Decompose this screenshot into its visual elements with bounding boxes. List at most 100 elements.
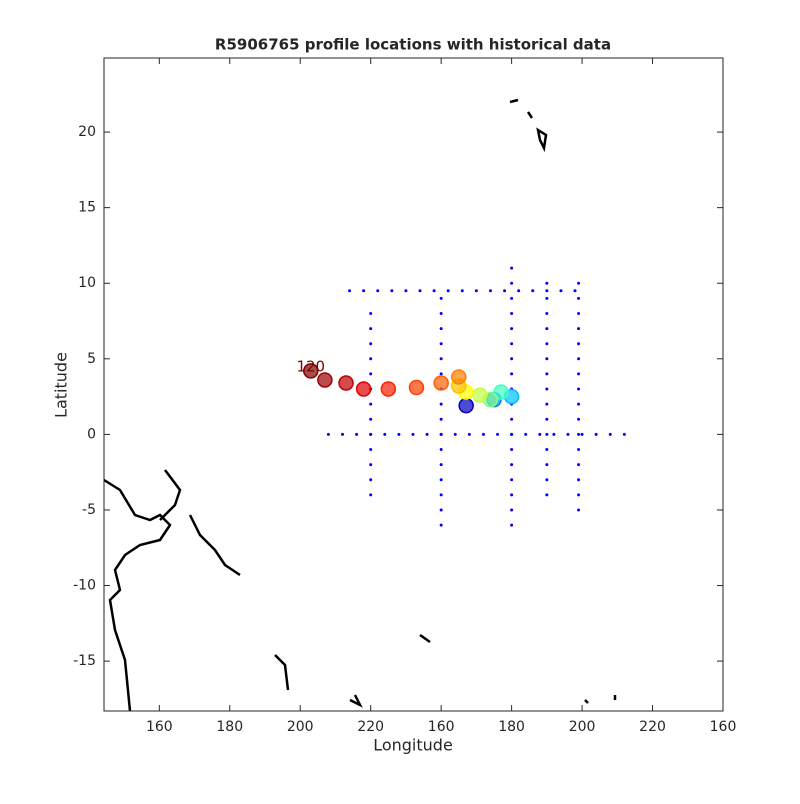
historical-point (577, 432, 581, 436)
historical-point (510, 311, 514, 315)
historical-point (510, 463, 514, 467)
historical-point (425, 432, 429, 436)
historical-point (608, 432, 612, 436)
historical-point (369, 447, 373, 451)
historical-point (510, 432, 514, 436)
y-tick-label: -15 (73, 653, 96, 669)
historical-point (510, 417, 514, 421)
historical-point (439, 463, 443, 467)
historical-point (545, 372, 549, 376)
profile-point (458, 397, 474, 414)
historical-point (510, 342, 514, 346)
historical-point (510, 296, 514, 300)
historical-point (517, 289, 521, 293)
historical-point (559, 289, 563, 293)
historical-point (411, 432, 415, 436)
historical-point (577, 342, 581, 346)
historical-point (577, 447, 581, 451)
historical-point (577, 402, 581, 406)
coastline (509, 98, 548, 153)
historical-point (524, 432, 528, 436)
historical-point (545, 281, 549, 285)
historical-point (355, 432, 359, 436)
historical-point (369, 478, 373, 482)
historical-point (580, 432, 584, 436)
x-tick-label: 160 (146, 719, 173, 735)
x-tick-label: 220 (357, 719, 384, 735)
historical-point (439, 508, 443, 512)
coastline (159, 469, 182, 521)
historical-point (348, 289, 352, 293)
historical-point (397, 432, 401, 436)
historical-point (545, 311, 549, 315)
historical-point (510, 372, 514, 376)
historical-point (577, 311, 581, 315)
coastlines (103, 98, 617, 712)
historical-point (577, 508, 581, 512)
y-tick-label: 10 (78, 275, 96, 291)
profile-point (408, 379, 425, 396)
historical-point (439, 447, 443, 451)
historical-point (432, 289, 436, 293)
historical-point (326, 432, 330, 436)
profile-point (380, 381, 397, 397)
profile-point (493, 384, 509, 400)
historical-point (577, 463, 581, 467)
historical-point (496, 432, 500, 436)
historical-point (545, 357, 549, 361)
historical-point (577, 327, 581, 331)
historical-point (439, 523, 443, 527)
historical-point (376, 289, 380, 293)
coastline (103, 478, 172, 712)
historical-point (369, 342, 373, 346)
x-axis-label: Longitude (373, 736, 453, 755)
historical-point (577, 387, 581, 391)
y-tick-label: 5 (87, 351, 96, 367)
historical-point (538, 432, 542, 436)
historical-point (577, 372, 581, 376)
x-tick-label: 200 (287, 719, 314, 735)
historical-point (369, 493, 373, 497)
x-tick-label: 180 (216, 719, 243, 735)
historical-point (439, 357, 443, 361)
historical-point (510, 266, 514, 270)
historical-point (545, 402, 549, 406)
y-tick-label: 0 (87, 426, 96, 442)
y-tick-label: -10 (73, 578, 96, 594)
historical-point (510, 493, 514, 497)
historical-point (439, 311, 443, 315)
historical-point (418, 289, 422, 293)
historical-point (439, 493, 443, 497)
historical-point (545, 387, 549, 391)
chart-title: R5906765 profile locations with historic… (215, 36, 611, 54)
historical-point (566, 432, 570, 436)
historical-point (460, 289, 464, 293)
historical-point (474, 289, 478, 293)
historical-point (545, 463, 549, 467)
profile-annotation: 120 (296, 357, 325, 375)
historical-point (446, 289, 450, 293)
historical-point (577, 357, 581, 361)
historical-point (369, 463, 373, 467)
historical-point (369, 402, 373, 406)
historical-point (552, 432, 556, 436)
historical-point (439, 296, 443, 300)
historical-point (577, 281, 581, 285)
y-tick-label: 20 (78, 124, 96, 140)
historical-point (577, 296, 581, 300)
historical-point (545, 342, 549, 346)
historical-point (439, 402, 443, 406)
historical-point (510, 447, 514, 451)
historical-point (404, 289, 408, 293)
historical-point (594, 432, 598, 436)
historical-point (622, 432, 626, 436)
x-tick-label: 220 (639, 719, 666, 735)
historical-point (439, 342, 443, 346)
profile-point (355, 381, 372, 397)
x-tick-label: 180 (498, 719, 525, 735)
historical-point (510, 523, 514, 527)
plot-frame (103, 57, 724, 712)
profile-point (317, 372, 333, 388)
historical-point (383, 432, 387, 436)
y-tick-label: -5 (82, 502, 96, 518)
